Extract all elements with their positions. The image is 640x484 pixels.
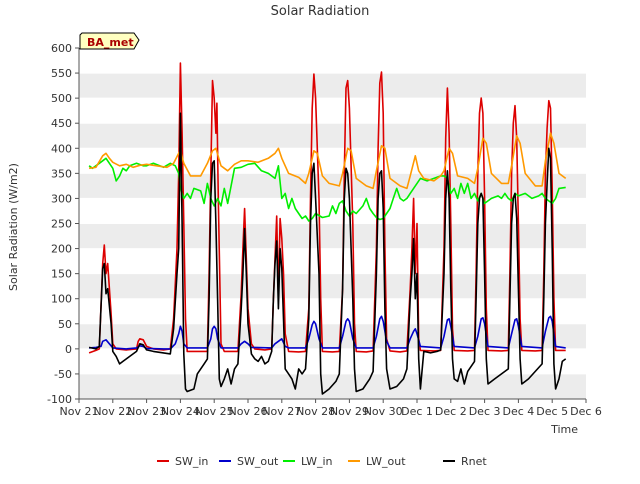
series-line-sw-in bbox=[88, 62, 566, 354]
series-line-sw-out bbox=[89, 315, 566, 350]
x-tick-label: Dec 3 bbox=[469, 405, 501, 418]
x-tick-label: Nov 29 bbox=[330, 405, 369, 418]
x-tick-label: Nov 25 bbox=[195, 405, 234, 418]
x-tick-label: Nov 21 bbox=[60, 405, 99, 418]
y-tick-label: 550 bbox=[51, 67, 72, 80]
x-tick-label: Dec 1 bbox=[401, 405, 433, 418]
grid-bands bbox=[79, 47, 586, 400]
annotation-badge: BA_met bbox=[79, 32, 140, 50]
x-tick-label: Dec 5 bbox=[536, 405, 568, 418]
x-tick-label: Dec 4 bbox=[503, 405, 535, 418]
y-tick-label: 600 bbox=[51, 42, 72, 55]
y-axis-label: Solar Radiation (W/m2) bbox=[7, 163, 20, 291]
y-ticks: -100 -50 0 50 100 150 200 250 300 350 400 450 500 550… bbox=[47, 42, 79, 406]
y-tick-label: 500 bbox=[51, 92, 72, 105]
x-tick-label: Nov 24 bbox=[161, 405, 200, 418]
annotation-box bbox=[79, 32, 140, 50]
x-tick-label: Dec 2 bbox=[435, 405, 467, 418]
y-tick-label: 200 bbox=[51, 243, 72, 256]
annotation-label: BA_met bbox=[87, 36, 134, 49]
chart-title: Solar Radiation bbox=[271, 4, 370, 19]
y-tick-label: 150 bbox=[51, 268, 72, 281]
legend-label-sw-out: SW_out bbox=[237, 455, 279, 468]
grid-band bbox=[79, 373, 586, 399]
grid-band bbox=[79, 173, 586, 199]
x-tick-label: Dec 6 bbox=[570, 405, 602, 418]
y-tick-label: 400 bbox=[51, 142, 72, 155]
grid-band bbox=[79, 73, 586, 99]
x-tick-label: Nov 28 bbox=[296, 405, 335, 418]
y-tick-label: 250 bbox=[51, 218, 72, 231]
series-layer bbox=[88, 62, 567, 395]
x-tick-label: Nov 23 bbox=[127, 405, 166, 418]
y-tick-label: 350 bbox=[51, 167, 72, 180]
grid-band bbox=[79, 323, 586, 349]
grid-band bbox=[79, 123, 586, 149]
legend-label-rnet: Rnet bbox=[461, 455, 487, 468]
y-tick-label: 300 bbox=[51, 192, 72, 205]
legend: SW_in SW_out LW_in LW_out Rnet bbox=[157, 455, 487, 468]
grid-band bbox=[79, 273, 586, 299]
y-tick-label: -50 bbox=[54, 368, 72, 381]
series-line-rnet bbox=[88, 112, 567, 395]
x-tick-label: Nov 27 bbox=[262, 405, 301, 418]
x-axis-label: Time bbox=[550, 423, 578, 436]
y-tick-label: 450 bbox=[51, 117, 72, 130]
x-tick-label: Nov 26 bbox=[229, 405, 268, 418]
x-tick-label: Nov 22 bbox=[93, 405, 132, 418]
legend-label-lw-out: LW_out bbox=[366, 455, 406, 468]
y-tick-label: 50 bbox=[58, 318, 72, 331]
y-tick-label: -100 bbox=[47, 393, 72, 406]
legend-label-lw-in: LW_in bbox=[301, 455, 333, 468]
x-tick-label: Nov 30 bbox=[364, 405, 403, 418]
series-line-lw-out bbox=[88, 132, 567, 190]
y-tick-label: 100 bbox=[51, 293, 72, 306]
y-tick-label: 0 bbox=[65, 343, 72, 356]
legend-label-sw-in: SW_in bbox=[175, 455, 208, 468]
grid-band bbox=[79, 223, 586, 249]
